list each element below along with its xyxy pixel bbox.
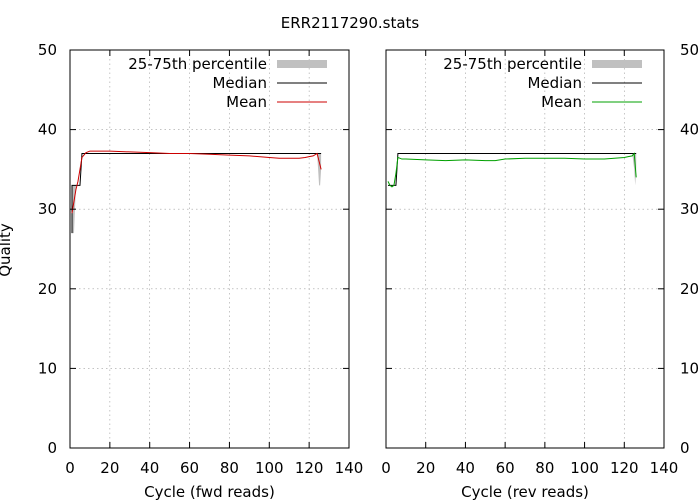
x-tick-label: 0 [65, 459, 75, 477]
y-tick-label: 10 [38, 359, 57, 377]
x-tick-label: 40 [140, 459, 159, 477]
legend-label-mean: Mean [541, 93, 582, 111]
median-line-rev [387, 152, 637, 186]
y-tick-label: 50 [680, 41, 699, 59]
panel-fwd-reads: 0 20 40 60 80 100 120 140 0 10 20 30 40 50 Cycle (fwd … [38, 41, 363, 500]
x-tick-label: 60 [496, 459, 515, 477]
y-axis-label: Quality [0, 223, 14, 277]
legend-key-band [592, 60, 642, 68]
percentile-band-fwd [71, 153, 322, 234]
x-axis-label-fwd: Cycle (fwd reads) [144, 483, 275, 500]
y-tick-label: 10 [680, 359, 699, 377]
legend-key-band [277, 60, 327, 68]
x-tick-label: 80 [220, 459, 239, 477]
x-tick-label: 20 [100, 459, 119, 477]
mean-line-fwd [71, 150, 322, 214]
y-tick-label: 20 [38, 280, 57, 298]
chart-title: ERR2117290.stats [281, 14, 420, 32]
y-tick-label: 20 [680, 280, 699, 298]
x-tick-label: 140 [650, 459, 679, 477]
legend-label-median: Median [212, 74, 267, 92]
y-tick-label: 30 [680, 200, 699, 218]
x-tick-label: 120 [610, 459, 639, 477]
x-tick-label: 140 [335, 459, 364, 477]
x-tick-label: 20 [416, 459, 435, 477]
x-axis-label-rev: Cycle (rev reads) [461, 483, 589, 500]
y-tick-label: 50 [38, 41, 57, 59]
x-tick-label: 100 [570, 459, 599, 477]
x-tick-label: 80 [535, 459, 554, 477]
plot-frame-fwd [69, 49, 350, 449]
percentile-band-rev [387, 153, 637, 186]
x-tick-label: 100 [255, 459, 284, 477]
y-tick-label: 30 [38, 200, 57, 218]
y-tick-label: 40 [38, 121, 57, 139]
y-tick-label: 40 [680, 121, 699, 139]
plot-frame-rev [385, 49, 665, 449]
y-tick-label: 0 [680, 439, 690, 457]
legend-label-mean: Mean [226, 93, 267, 111]
legend-label-band: 25-75th percentile [128, 55, 267, 73]
median-line-fwd [71, 152, 322, 234]
x-tick-label: 120 [295, 459, 324, 477]
legend-label-median: Median [527, 74, 582, 92]
mean-line-rev [387, 152, 637, 188]
x-tick-label: 40 [456, 459, 475, 477]
x-tick-label: 0 [381, 459, 391, 477]
y-tick-label: 0 [47, 439, 57, 457]
legend-label-band: 25-75th percentile [443, 55, 582, 73]
x-tick-label: 60 [180, 459, 199, 477]
